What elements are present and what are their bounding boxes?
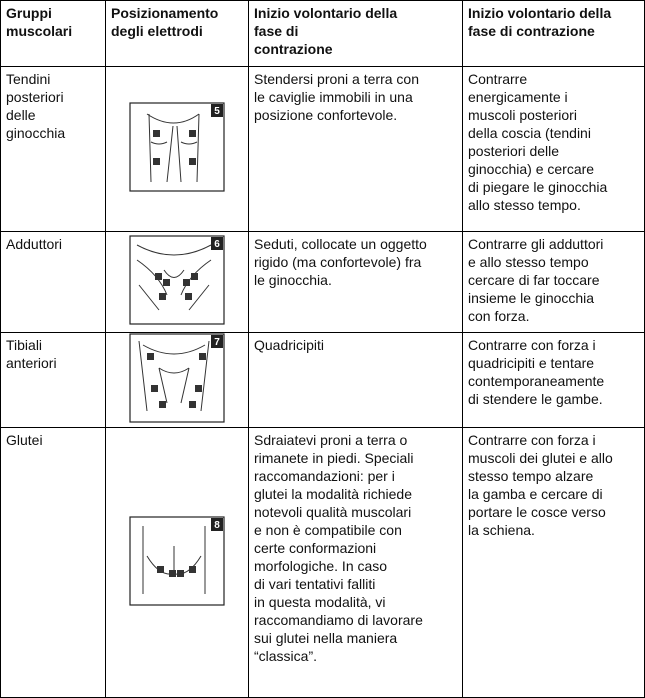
text-line: Quadricipiti	[254, 337, 325, 353]
text-line: Contrarre con forza i	[468, 337, 596, 353]
text-line: di vari tentativi falliti	[254, 576, 376, 592]
start-cell: Stendersi proni a terra con le caviglie i…	[248, 66, 463, 232]
text-line: insieme le ginocchia	[468, 290, 595, 306]
table-row: Tibiali anteriori 7 Quadricipiti Contrarre c…	[0, 332, 645, 428]
contraction-cell: Contrarre con forza i muscoli dei glutei …	[462, 427, 645, 698]
text-line: rigido (ma confortevole) fra	[254, 254, 422, 270]
text-line: Contrarre gli adduttori	[468, 236, 604, 252]
text-line: le caviglie immobili in una	[254, 89, 413, 105]
contraction-cell: Contrarre gli adduttori e allo stesso tem…	[462, 231, 645, 333]
text-line: di piegare le ginocchia	[468, 179, 608, 195]
text-line: fase di contrazione	[468, 23, 595, 39]
figure-number: 6	[214, 239, 220, 250]
text-line: delle	[6, 107, 36, 123]
text-line: cercare di far toccare	[468, 272, 600, 288]
text-line: quadricipiti e tentare	[468, 355, 595, 371]
figure-cell: 6	[105, 231, 249, 333]
text-line: ginocchia	[6, 125, 66, 141]
text-line: Tibiali	[6, 337, 43, 353]
text-line: fase di	[254, 23, 299, 39]
text-line: posteriori	[6, 89, 64, 105]
electrode-figure: 7	[129, 333, 225, 423]
text-line: Contrarre	[468, 71, 528, 87]
header-cell: Inizio volontario della fase di contrazion…	[248, 0, 463, 67]
figure-cell: 5	[105, 66, 249, 232]
text-line: e allo stesso tempo	[468, 254, 589, 270]
text-line: le ginocchia.	[254, 272, 332, 288]
header-cell: Posizionamento degli elettrodi	[105, 0, 249, 67]
text-line: morfologiche. In caso	[254, 558, 388, 574]
figure-cell: 7	[105, 332, 249, 428]
text-line: ginocchia) e cercare	[468, 161, 595, 177]
electrode-figure: 6	[129, 235, 225, 325]
header-row: Gruppi muscolari Posizionamento degli elett…	[0, 0, 645, 67]
text-line: allo stesso tempo.	[468, 197, 581, 213]
table-row: Tendini posteriori delle ginocchia 5 Stenders…	[0, 66, 645, 232]
text-line: Posizionamento	[111, 5, 219, 21]
header-cell: Gruppi muscolari	[0, 0, 106, 67]
text-line: la schiena.	[468, 522, 535, 538]
text-line: Glutei	[6, 432, 43, 448]
text-line: Sdraiatevi proni a terra o	[254, 432, 408, 448]
text-line: degli elettrodi	[111, 23, 203, 39]
text-line: raccomandazioni: per i	[254, 468, 395, 484]
header-cell: Inizio volontario della fase di contrazio…	[462, 0, 645, 67]
group-cell: Adduttori	[0, 231, 106, 333]
figure-number: 7	[214, 337, 220, 348]
group-cell: Glutei	[0, 427, 106, 698]
text-line: glutei la modalità richiede	[254, 486, 412, 502]
text-line: notevoli qualità muscolari	[254, 504, 412, 520]
text-line: con forza.	[468, 308, 530, 324]
text-line: portare le cosce verso	[468, 504, 606, 520]
text-line: energicamente i	[468, 89, 568, 105]
text-line: anteriori	[6, 355, 57, 371]
text-line: Stendersi proni a terra con	[254, 71, 419, 87]
figure-cell: 8	[105, 427, 249, 698]
start-cell: Quadricipiti	[248, 332, 463, 428]
text-line: “classica”.	[254, 648, 318, 664]
table-row: Adduttori 6 Seduti, collocate un oggetto ri…	[0, 231, 645, 333]
text-line: stesso tempo alzare	[468, 468, 594, 484]
text-line: contemporaneamente	[468, 373, 605, 389]
text-line: Inizio volontario della	[468, 5, 612, 21]
text-line: Tendini	[6, 71, 51, 87]
text-line: muscoli dei glutei e allo	[468, 450, 613, 466]
text-line: Contrarre con forza i	[468, 432, 596, 448]
table-row: Glutei 8 Sdraiatevi proni a terra o rimanet…	[0, 427, 645, 698]
start-cell: Sdraiatevi proni a terra o rimanete in pi…	[248, 427, 463, 698]
text-line: Seduti, collocate un oggetto	[254, 236, 427, 252]
figure-number: 5	[214, 106, 220, 117]
group-cell: Tibiali anteriori	[0, 332, 106, 428]
text-line: e non è compatibile con	[254, 522, 402, 538]
contraction-cell: Contrarre energicamente i muscoli posterio…	[462, 66, 645, 232]
text-line: in questa modalità, vi	[254, 594, 386, 610]
text-line: Inizio volontario della	[254, 5, 398, 21]
contraction-cell: Contrarre con forza i quadricipiti e tent…	[462, 332, 645, 428]
figure-number: 8	[214, 520, 220, 531]
text-line: della coscia (tendini	[468, 125, 591, 141]
text-line: Gruppi	[6, 5, 52, 21]
text-line: certe conformazioni	[254, 540, 377, 556]
text-line: sui glutei nella maniera	[254, 630, 398, 646]
electrode-figure: 5	[129, 102, 225, 192]
text-line: rimanete in piedi. Speciali	[254, 450, 414, 466]
text-line: posteriori delle	[468, 143, 560, 159]
text-line: muscolari	[6, 23, 73, 39]
text-line: posizione confortevole.	[254, 107, 398, 123]
text-line: muscoli posteriori	[468, 107, 577, 123]
text-line: contrazione	[254, 41, 333, 57]
electrode-figure: 8	[129, 515, 225, 606]
text-line: di stendere le gambe.	[468, 391, 603, 407]
text-line: Adduttori	[6, 236, 63, 252]
table-body: Tendini posteriori delle ginocchia 5 Stenders…	[0, 66, 645, 698]
group-cell: Tendini posteriori delle ginocchia	[0, 66, 106, 232]
start-cell: Seduti, collocate un oggetto rigido (ma c…	[248, 231, 463, 333]
text-line: la gamba e cercare di	[468, 486, 603, 502]
text-line: raccomandiamo di lavorare	[254, 612, 423, 628]
